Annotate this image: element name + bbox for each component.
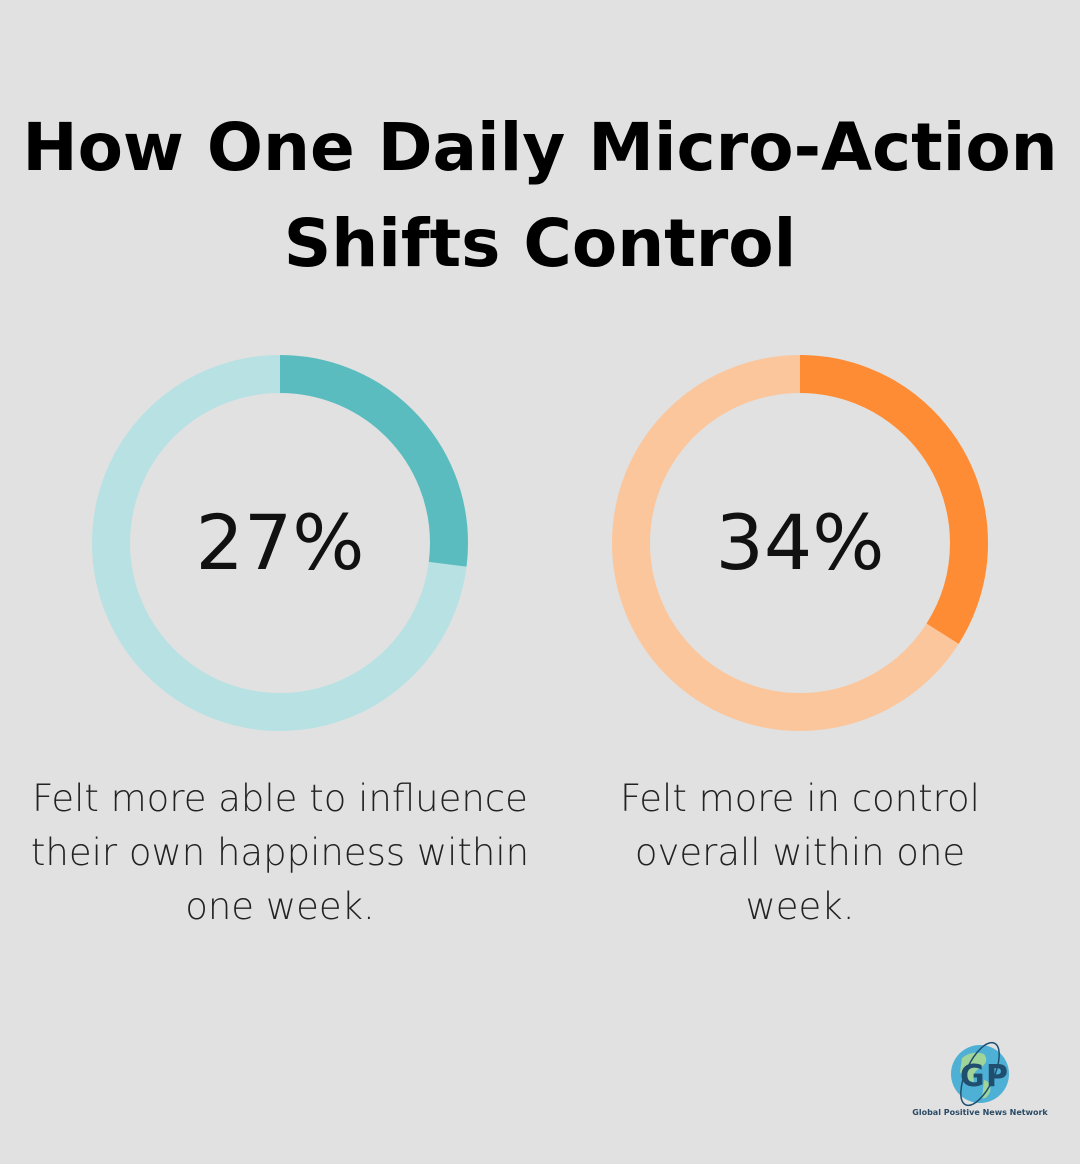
donut-percent-label: 27% (195, 498, 365, 587)
globe-logo-icon: G P (951, 1041, 1009, 1107)
page-title: How One Daily Micro-Action Shifts Contro… (22, 109, 1058, 282)
svg-text:G: G (960, 1059, 985, 1094)
logo-text: Global Positive News Network (912, 1108, 1048, 1117)
donut-chart-2: 34% (612, 355, 988, 731)
donut-caption-2: Felt more in control overall within one … (620, 777, 980, 928)
logo: G P Global Positive News Network (910, 1040, 1050, 1120)
donut-svg-1 (92, 355, 468, 731)
donut-percent-label: 34% (715, 498, 885, 587)
donut-caption-1: Felt more able to influence their own ha… (30, 777, 530, 928)
svg-text:P: P (986, 1059, 1008, 1094)
donut-svg-2 (612, 355, 988, 731)
donut-chart-1: 27% (92, 355, 468, 731)
donut-value-arc (92, 355, 468, 731)
donut-value-arc (612, 355, 988, 731)
